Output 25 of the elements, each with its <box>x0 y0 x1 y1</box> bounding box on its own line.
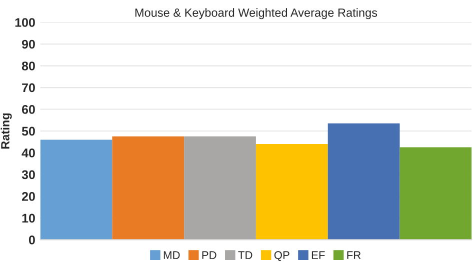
y-tick-label: 40 <box>22 148 35 158</box>
legend-label: MD <box>164 251 180 259</box>
y-tick-label: 70 <box>22 83 35 92</box>
bar <box>400 147 472 240</box>
y-tick-label: 20 <box>22 192 35 201</box>
bar <box>112 136 184 240</box>
legend-label: EF <box>312 251 325 259</box>
bar <box>184 136 256 240</box>
bar <box>256 144 328 240</box>
y-axis-title: Rating <box>0 113 12 149</box>
legend-label: PD <box>202 251 216 259</box>
bar <box>328 123 400 240</box>
y-tick-label: 100 <box>15 18 35 27</box>
y-tick-label: 30 <box>22 170 35 180</box>
legend-label: QP <box>274 251 290 262</box>
legend-label: FR <box>347 251 361 259</box>
y-tick-label: 90 <box>22 40 35 49</box>
y-tick-label: 0 <box>28 236 35 244</box>
y-tick-label: 60 <box>22 105 35 114</box>
y-tick-label: 50 <box>22 126 35 136</box>
chart-title: Mouse & Keyboard Weighted Average Ratings <box>135 8 378 20</box>
bar <box>40 140 112 240</box>
y-tick-label: 10 <box>22 214 35 223</box>
y-tick-label: 80 <box>22 62 35 70</box>
legend-label: TD <box>238 251 252 259</box>
